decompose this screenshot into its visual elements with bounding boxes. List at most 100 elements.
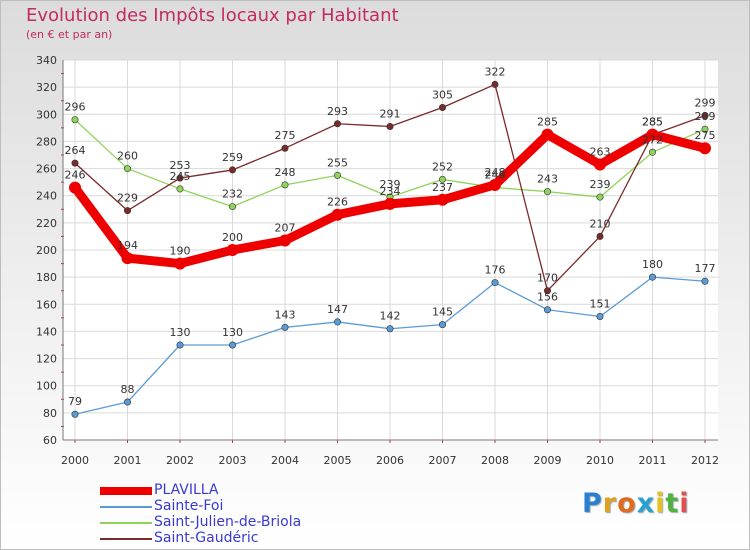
data-point-plavilla (489, 178, 501, 191)
data-point-saint-gaud-ric (176, 174, 184, 182)
data-point-sainte-foi (333, 318, 341, 326)
x-tick-label: 2007 (429, 454, 457, 467)
data-point-plavilla (594, 158, 606, 171)
data-point-saint-gaud-ric (701, 112, 709, 120)
data-point-saint-gaud-ric (229, 166, 237, 174)
legend-swatch-saint-julien-de-briola (100, 522, 152, 524)
y-tick-label: 300 (36, 108, 57, 121)
data-point-saint-gaud-ric (333, 120, 341, 128)
legend-item-sainte-foi: Sainte-Foi (100, 498, 400, 515)
data-label-saint-gaud-ric: 264 (65, 144, 86, 157)
data-label-plavilla: 285 (642, 116, 663, 129)
legend-label-saint-gaud-ric: Saint-Gaudéric (154, 530, 259, 546)
y-tick-label: 80 (43, 407, 57, 420)
data-label-saint-gaud-ric: 253 (170, 159, 191, 172)
data-label-plavilla: 263 (590, 146, 611, 159)
data-label-saint-gaud-ric: 322 (485, 65, 506, 78)
data-point-sainte-foi (491, 279, 499, 287)
x-tick-label: 2000 (61, 454, 89, 467)
data-label-sainte-foi: 143 (275, 308, 296, 321)
data-label-sainte-foi: 145 (432, 306, 453, 319)
data-point-saint-gaud-ric (71, 159, 79, 167)
data-point-sainte-foi (438, 321, 446, 329)
data-point-sainte-foi (543, 306, 551, 314)
data-label-sainte-foi: 147 (327, 303, 348, 316)
data-point-saint-julien-de-briola (648, 148, 656, 156)
data-label-saint-julien-de-briola: 260 (117, 150, 138, 163)
data-label-sainte-foi: 130 (170, 326, 191, 339)
data-point-plavilla (279, 234, 291, 247)
x-tick-label: 2010 (586, 454, 614, 467)
data-point-plavilla (331, 208, 344, 221)
data-label-sainte-foi: 142 (380, 310, 401, 323)
data-point-plavilla (121, 252, 134, 265)
data-label-plavilla: 234 (380, 185, 401, 198)
data-label-saint-julien-de-briola: 296 (65, 101, 86, 114)
data-label-saint-julien-de-briola: 246 (485, 169, 506, 182)
legend-swatch-plavilla (100, 487, 152, 495)
y-tick-label: 320 (36, 81, 57, 94)
data-point-plavilla (699, 142, 711, 155)
data-point-plavilla (436, 193, 449, 206)
legend-label-sainte-foi: Sainte-Foi (154, 498, 224, 514)
data-point-sainte-foi (71, 410, 79, 418)
data-point-saint-julien-de-briola (281, 181, 289, 189)
data-label-saint-julien-de-briola: 248 (275, 166, 296, 179)
data-label-plavilla: 226 (327, 196, 348, 209)
data-label-sainte-foi: 156 (537, 291, 558, 304)
x-tick-label: 2005 (324, 454, 352, 467)
y-tick-label: 200 (36, 244, 57, 257)
x-tick-label: 2009 (534, 454, 562, 467)
y-tick-label: 340 (36, 54, 57, 67)
data-point-sainte-foi (386, 325, 394, 333)
data-label-saint-gaud-ric: 170 (537, 272, 558, 285)
data-label-plavilla: 207 (275, 222, 296, 235)
legend-label-plavilla: PLAVILLA (154, 482, 219, 498)
data-point-sainte-foi (124, 398, 132, 406)
data-label-saint-julien-de-briola: 232 (222, 188, 243, 201)
proxiti-logo: Proxiti (582, 488, 690, 519)
data-label-saint-julien-de-briola: 289 (695, 110, 716, 123)
data-label-sainte-foi: 130 (222, 326, 243, 339)
x-tick-label: 2011 (639, 454, 667, 467)
logo-letter: i (679, 488, 690, 519)
data-point-plavilla (646, 128, 659, 141)
data-label-saint-gaud-ric: 305 (432, 89, 453, 102)
data-label-saint-gaud-ric: 291 (380, 108, 401, 121)
data-point-plavilla (541, 128, 554, 141)
data-point-saint-julien-de-briola (71, 116, 79, 124)
data-label-sainte-foi: 79 (68, 395, 82, 408)
legend-label-saint-julien-de-briola: Saint-Julien-de-Briola (154, 514, 302, 530)
data-point-saint-julien-de-briola (543, 188, 551, 196)
legend-item-saint-julien-de-briola: Saint-Julien-de-Briola (100, 514, 400, 531)
data-label-plavilla: 194 (117, 239, 138, 252)
data-point-saint-julien-de-briola (176, 185, 184, 193)
y-tick-label: 220 (36, 217, 57, 230)
data-label-saint-gaud-ric: 229 (117, 192, 138, 205)
chart-subtitle: (en € et par an) (26, 28, 113, 41)
data-label-saint-gaud-ric: 210 (590, 217, 611, 230)
data-point-saint-gaud-ric (124, 207, 132, 215)
data-point-plavilla (226, 244, 239, 256)
data-point-sainte-foi (701, 277, 709, 285)
x-tick-label: 2004 (271, 454, 299, 467)
data-point-sainte-foi (648, 273, 656, 281)
x-tick-label: 2001 (114, 454, 142, 467)
y-tick-label: 260 (36, 163, 57, 176)
logo-letter: o (617, 488, 637, 519)
data-label-plavilla: 246 (65, 169, 86, 182)
legend-item-saint-gaud-ric: Saint-Gaudéric (100, 530, 400, 547)
data-label-plavilla: 248 (485, 166, 506, 179)
y-tick-label: 180 (36, 271, 57, 284)
x-tick-label: 2002 (166, 454, 194, 467)
data-label-saint-gaud-ric: 299 (695, 97, 716, 110)
y-tick-label: 280 (36, 135, 57, 148)
data-label-plavilla: 190 (170, 245, 191, 258)
y-tick-label: 140 (36, 325, 57, 338)
x-tick-label: 2008 (481, 454, 509, 467)
data-label-sainte-foi: 151 (590, 298, 611, 311)
y-tick-label: 120 (36, 353, 57, 366)
data-label-saint-julien-de-briola: 252 (432, 160, 453, 173)
data-label-plavilla: 237 (432, 181, 453, 194)
